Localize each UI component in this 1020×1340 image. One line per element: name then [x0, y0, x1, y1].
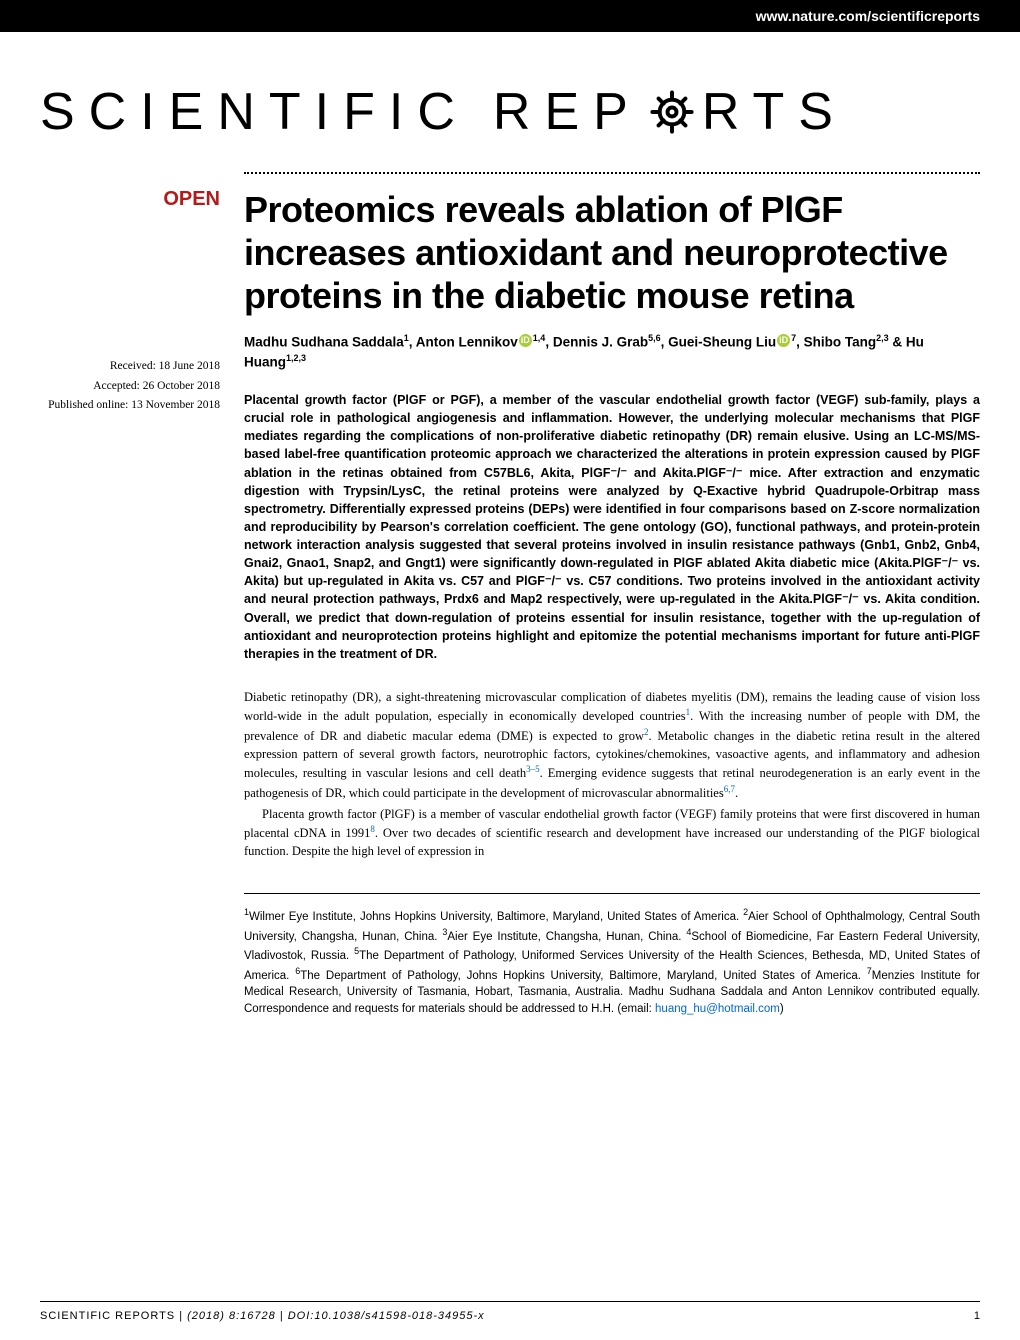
page-number: 1 — [974, 1310, 980, 1322]
logo-rep-pre: REP — [493, 82, 642, 142]
authors-list: Madhu Sudhana Saddala1, Anton LennikoviD… — [244, 332, 980, 374]
header-bar: www.nature.com/scientificreports — [0, 0, 1020, 32]
gear-icon — [644, 84, 700, 140]
article-dates: Received: 18 June 2018 Accepted: 26 Octo… — [40, 357, 220, 416]
footer: SCIENTIFIC REPORTS | (2018) 8:16728 | DO… — [40, 1301, 980, 1322]
content-area: OPEN Received: 18 June 2018 Accepted: 26… — [0, 174, 1020, 863]
journal-logo: SCIENTIFIC REP — [0, 32, 1020, 172]
logo-scientific: SCIENTIFIC — [40, 82, 469, 142]
logo-reports: REP RTS — [493, 82, 847, 142]
body-text: Diabetic retinopathy (DR), a sight-threa… — [244, 689, 980, 860]
footer-journal: SCIENTIFIC REPORTS — [40, 1310, 175, 1322]
left-sidebar: OPEN Received: 18 June 2018 Accepted: 26… — [40, 188, 220, 863]
abstract: Placental growth factor (PlGF or PGF), a… — [244, 391, 980, 663]
footer-citation: SCIENTIFIC REPORTS | (2018) 8:16728 | DO… — [40, 1310, 485, 1322]
body-paragraph-2: Placenta growth factor (PlGF) is a membe… — [244, 806, 980, 861]
main-column: Proteomics reveals ablation of PlGF incr… — [244, 188, 980, 863]
logo-text: SCIENTIFIC REP — [40, 82, 980, 142]
received-date: Received: 18 June 2018 — [40, 357, 220, 377]
accepted-date: Accepted: 26 October 2018 — [40, 377, 220, 397]
published-date: Published online: 13 November 2018 — [40, 396, 220, 416]
open-access-badge: OPEN — [40, 188, 220, 211]
footer-citation-text: (2018) 8:16728 | DOI:10.1038/s41598-018-… — [187, 1310, 485, 1322]
article-title: Proteomics reveals ablation of PlGF incr… — [244, 188, 980, 318]
logo-rep-post: RTS — [702, 82, 847, 142]
header-url[interactable]: www.nature.com/scientificreports — [756, 8, 980, 24]
affiliations: 1Wilmer Eye Institute, Johns Hopkins Uni… — [244, 893, 980, 1017]
body-paragraph-1: Diabetic retinopathy (DR), a sight-threa… — [244, 689, 980, 803]
